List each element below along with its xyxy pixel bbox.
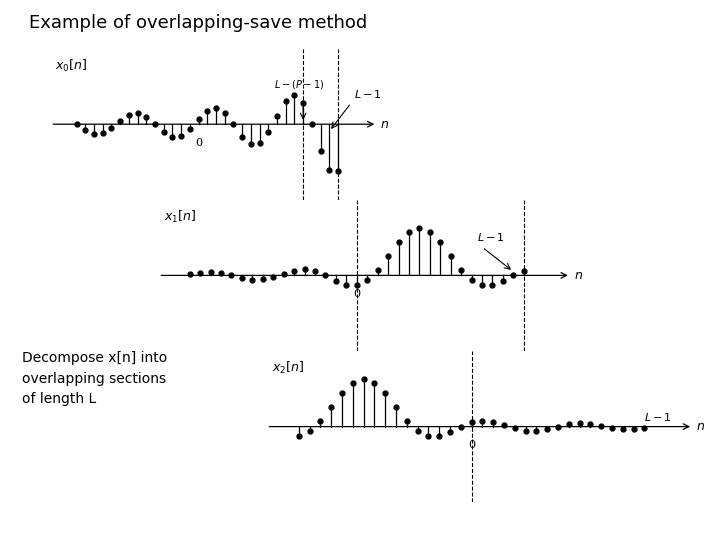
Text: $L-1$: $L-1$ (644, 411, 672, 423)
Text: $x_1[n]$: $x_1[n]$ (163, 209, 196, 225)
Text: $L-1$: $L-1$ (354, 87, 382, 99)
Text: $n$: $n$ (574, 269, 583, 282)
Text: 0: 0 (468, 440, 475, 450)
Text: $x_2[n]$: $x_2[n]$ (271, 360, 304, 376)
Text: $n$: $n$ (380, 118, 389, 131)
Text: $L-(P-1)$: $L-(P-1)$ (274, 78, 324, 91)
Text: Decompose x[n] into
overlapping sections
of length L: Decompose x[n] into overlapping sections… (22, 351, 167, 406)
Text: 0: 0 (195, 138, 202, 148)
Text: $x_0[n]$: $x_0[n]$ (55, 58, 87, 74)
Text: Example of overlapping-save method: Example of overlapping-save method (29, 14, 367, 31)
Text: 0: 0 (354, 289, 360, 299)
Text: $n$: $n$ (696, 420, 706, 433)
Text: $L-1$: $L-1$ (477, 231, 505, 243)
